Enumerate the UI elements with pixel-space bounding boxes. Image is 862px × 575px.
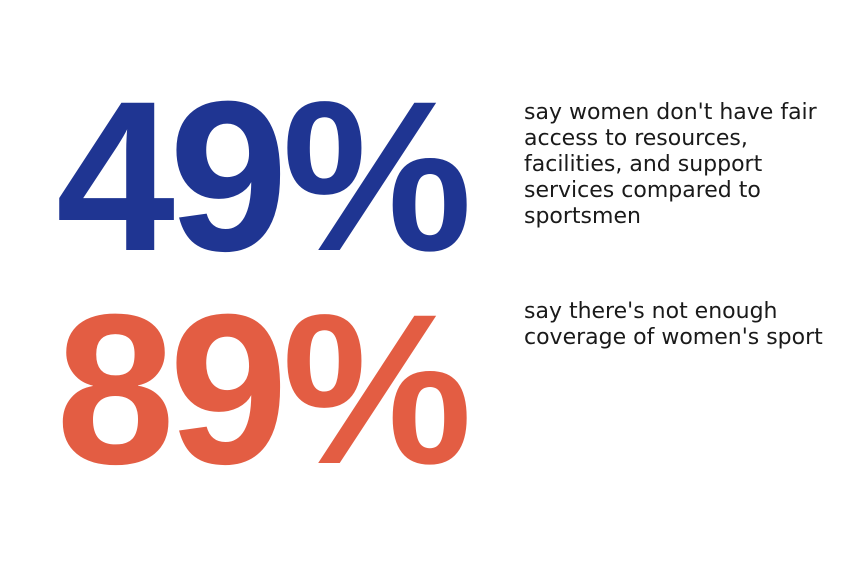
- stat-description: say women don't have fair access to reso…: [524, 100, 817, 229]
- stat-percentage: 89%: [56, 270, 472, 509]
- stat-percentage: 49%: [56, 57, 472, 296]
- stat-coverage: 89% say there's not enough coverage of w…: [0, 280, 862, 575]
- stat-fair-access: 49% say women don't have fair access to …: [0, 0, 862, 284]
- stat-description: say there's not enough coverage of women…: [524, 299, 823, 350]
